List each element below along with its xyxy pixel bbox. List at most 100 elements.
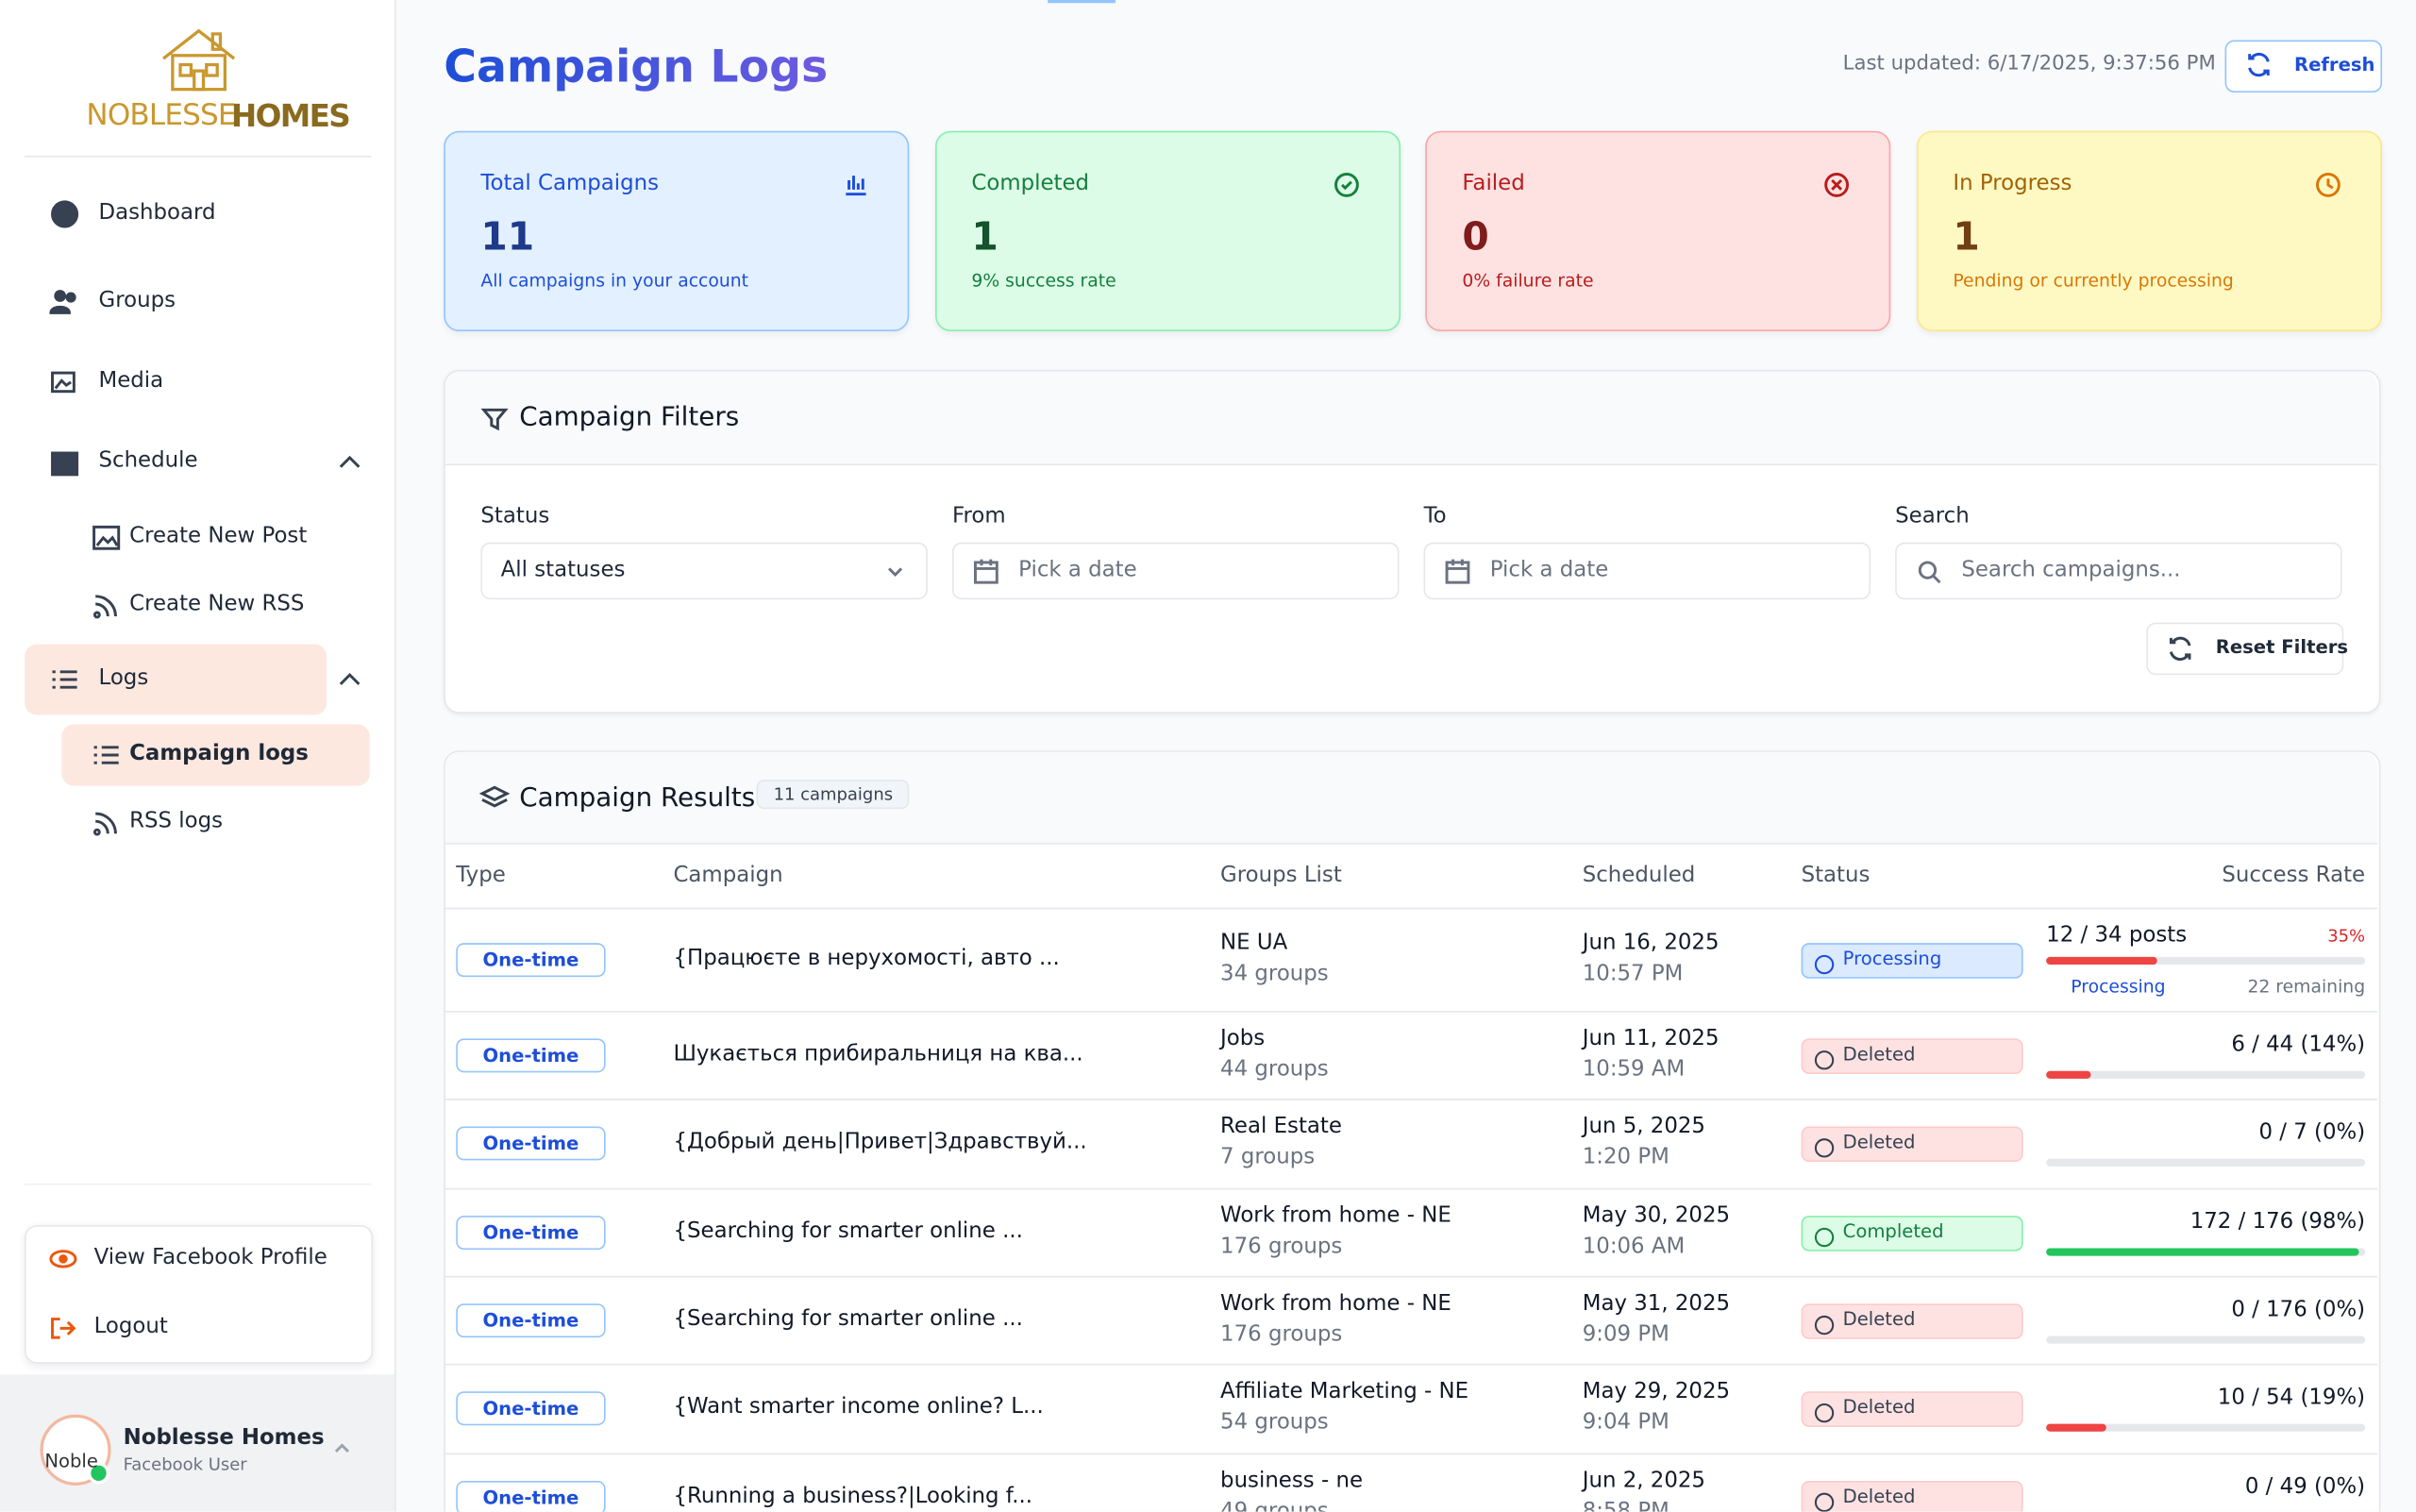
online-dot (88, 1462, 109, 1485)
progress-bar (2046, 1423, 2107, 1432)
date: May 31, 2025 (1582, 1290, 1731, 1316)
logo-icon (162, 28, 236, 92)
nav-icon (51, 200, 79, 228)
row-divider (445, 1275, 2378, 1278)
results-count: 11 campaigns (756, 780, 911, 810)
row-divider (445, 1363, 2378, 1366)
chevron (888, 567, 903, 578)
sidebar-divider (25, 1183, 372, 1185)
progress-track (2046, 1423, 2366, 1432)
reset-button[interactable] (2146, 622, 2344, 676)
status-icon (1814, 1138, 1835, 1158)
page-title: Campaign Logs (444, 40, 829, 92)
nav-item[interactable]: Schedule (98, 448, 198, 474)
reset-icon (2169, 636, 2191, 661)
refresh-label[interactable]: Refresh (2294, 54, 2375, 76)
group-count: 49 groups (1220, 1498, 1329, 1512)
progress-text: 10 / 54 (19%) (2217, 1385, 2366, 1410)
nav-item[interactable]: Dashboard (98, 200, 216, 226)
chevron (334, 1443, 350, 1453)
campaign-name[interactable]: {Searching for smarter online ... (673, 1218, 1023, 1243)
filters-head (445, 371, 2378, 466)
stat-icon (2315, 173, 2340, 197)
filter-input[interactable] (951, 542, 1400, 600)
refresh-icon (2248, 52, 2270, 77)
footer-menu (25, 1224, 374, 1364)
results-title: Campaign Results (519, 782, 756, 815)
nav-item[interactable]: Logs (98, 665, 149, 691)
progress-text: 6 / 44 (14%) (2231, 1032, 2366, 1057)
status-badge (1801, 942, 2023, 978)
nav-item[interactable]: Media (98, 368, 164, 394)
user-name: Noblesse Homes (123, 1425, 325, 1451)
brand-text: HOMES (230, 96, 351, 135)
nav-item[interactable]: Campaign logs (129, 741, 309, 766)
tab-indicator (1048, 0, 1116, 4)
time: 10:59 AM (1582, 1056, 1686, 1082)
filter-label: Search (1895, 503, 1970, 529)
date: May 29, 2025 (1582, 1379, 1731, 1404)
campaign-name[interactable]: {Want smarter income online? L... (673, 1394, 1044, 1420)
progress-bar (2046, 1069, 2091, 1079)
nav-item[interactable]: RSS logs (129, 809, 224, 834)
type-badge: One-time (456, 942, 606, 977)
sidebar-divider (25, 155, 372, 158)
nav-icon (93, 746, 119, 764)
nav-icon (52, 670, 77, 689)
nav-item[interactable]: Create New Post (129, 524, 308, 549)
reset-label[interactable]: Reset Filters (2215, 636, 2349, 659)
stat-label: Completed (971, 171, 1090, 196)
stat-card (1425, 130, 1891, 332)
group-name: Work from home - NE (1220, 1290, 1451, 1316)
group-count: 54 groups (1220, 1409, 1329, 1435)
menu-icon (49, 1250, 77, 1268)
nav-icon (92, 595, 117, 619)
stat-card (1916, 130, 2382, 332)
stat-note: All campaigns in your account (480, 269, 749, 292)
filter-label: From (951, 503, 1006, 529)
group-count: 34 groups (1220, 960, 1329, 986)
group-name: business - ne (1220, 1468, 1364, 1493)
status-label: Deleted (1842, 1485, 1916, 1506)
campaign-name[interactable]: {Добрый день|Привет|Здравствуй... (673, 1129, 1087, 1154)
refresh-button[interactable] (2224, 40, 2383, 92)
campaign-name[interactable]: {Searching for smarter online ... (673, 1305, 1023, 1331)
date: May 30, 2025 (1582, 1202, 1731, 1228)
filter-input[interactable] (1423, 542, 1871, 600)
stat-icon (846, 176, 866, 196)
filter-input[interactable] (480, 542, 928, 600)
filter-placeholder: Pick a date (1018, 558, 1137, 583)
nav-icon (51, 371, 76, 394)
menu-icon (51, 1318, 76, 1339)
stat-card (934, 130, 1401, 332)
group-name: Jobs (1220, 1025, 1266, 1050)
group-name: Work from home - NE (1220, 1202, 1451, 1228)
row-divider (445, 1187, 2378, 1190)
status-label: Deleted (1842, 1131, 1916, 1153)
progress-track (2046, 1335, 2366, 1343)
type-badge: One-time (456, 1037, 606, 1072)
progress-text: 172 / 176 (98%) (2190, 1208, 2366, 1234)
menu-item[interactable]: View Facebook Profile (93, 1245, 327, 1270)
progress-track (2046, 1158, 2366, 1167)
status-badge (1801, 1126, 2023, 1163)
nav-item[interactable]: Create New RSS (129, 591, 305, 617)
date: Jun 16, 2025 (1582, 930, 1720, 955)
campaign-name[interactable]: {Працюєте в нерухомості, авто ... (673, 945, 1060, 970)
time: 9:09 PM (1582, 1320, 1669, 1347)
chevron (339, 673, 361, 685)
filter-icon (480, 408, 509, 431)
nav-item[interactable]: Groups (98, 288, 176, 313)
stat-value: 1 (971, 213, 998, 260)
status-badge (1801, 1037, 2023, 1074)
campaign-name[interactable]: {Running a business?|Looking f... (673, 1483, 1033, 1508)
status-icon (1814, 1491, 1835, 1512)
filter-input[interactable] (1895, 542, 2342, 600)
campaign-name[interactable]: Шукається прибиральниця на ква... (673, 1040, 1083, 1066)
stat-icon (1824, 173, 1850, 197)
type-badge: One-time (456, 1126, 606, 1161)
stat-card (444, 130, 910, 332)
menu-item[interactable]: Logout (93, 1314, 168, 1339)
filter-label: Status (480, 503, 550, 529)
